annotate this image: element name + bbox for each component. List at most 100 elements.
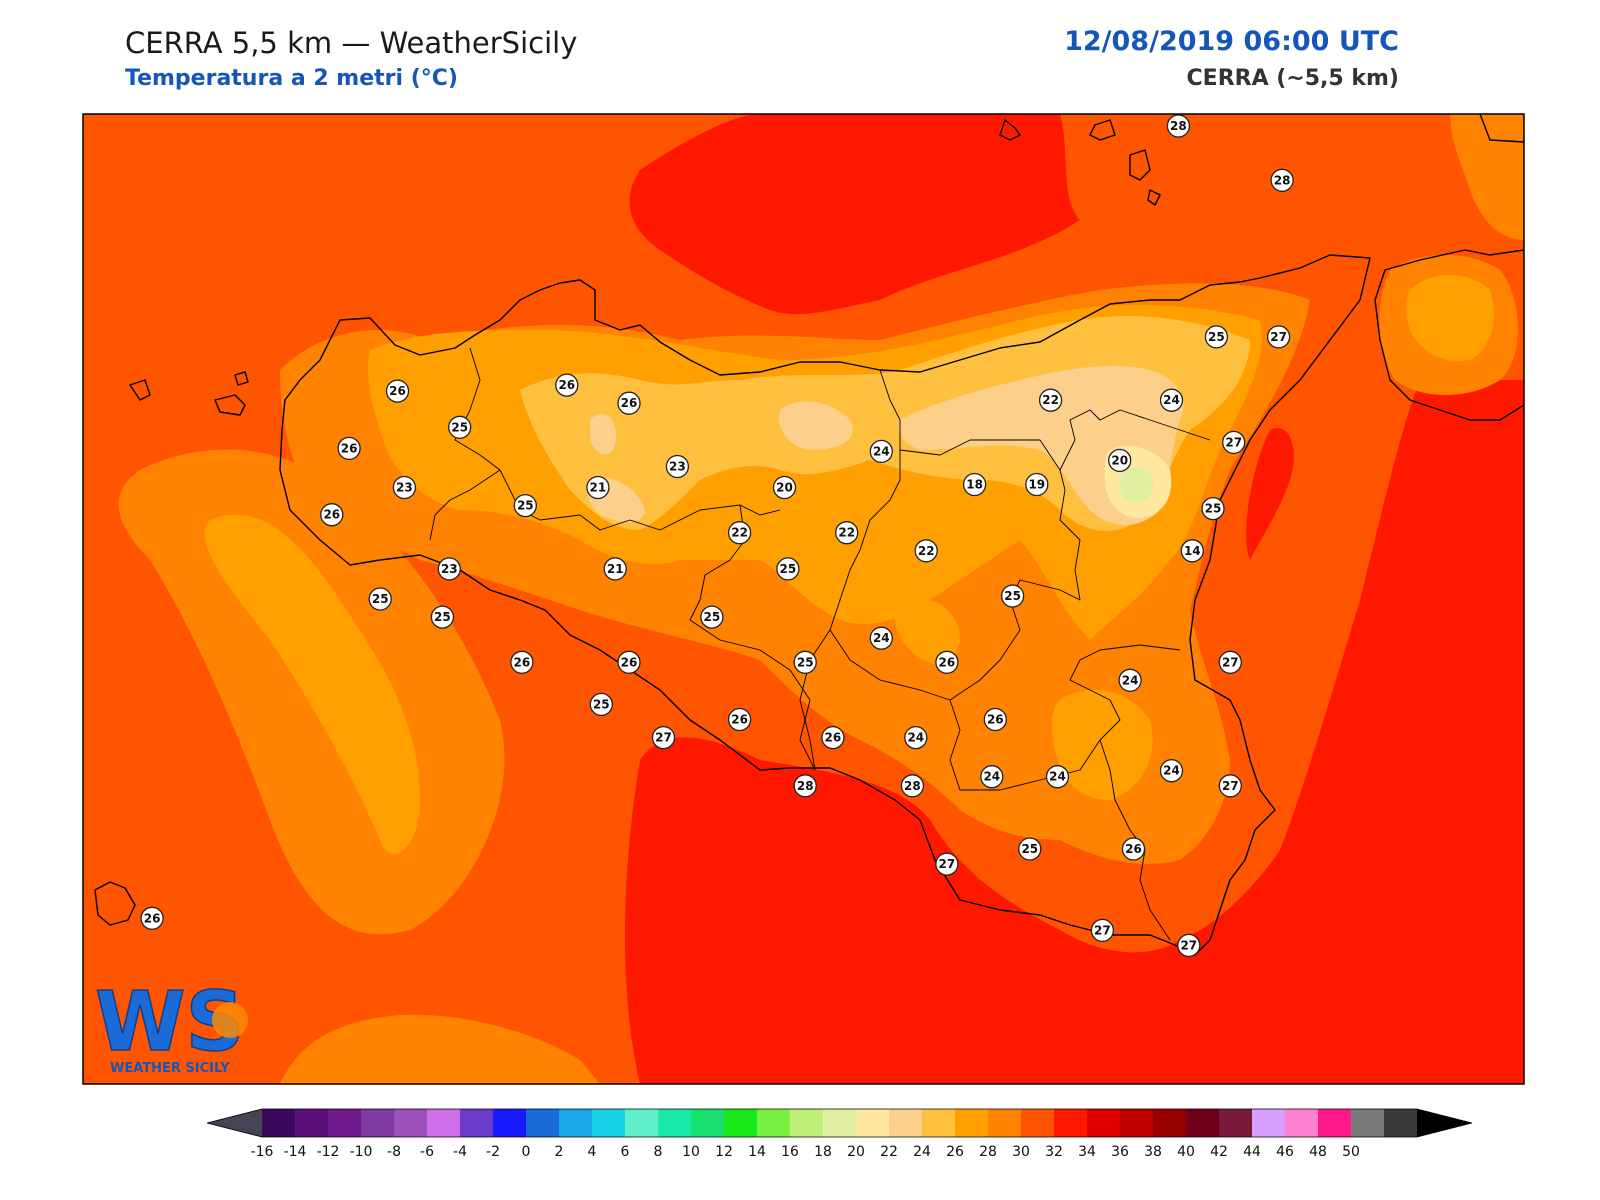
field-22-24-center [894, 597, 960, 664]
station-value: 19 [1028, 478, 1045, 492]
station-value: 24 [1163, 393, 1180, 407]
station-circle [140, 906, 164, 930]
station-value: 26 [987, 713, 1004, 727]
station-circle [589, 692, 613, 717]
station-value: 22 [1042, 393, 1059, 407]
station-marker: 22 [914, 539, 938, 563]
map-title: CERRA 5,5 km — WeatherSicily [125, 26, 578, 60]
station-circle [1270, 168, 1294, 192]
colorbar-tick-label: 32 [1045, 1144, 1063, 1160]
station-circle [1000, 584, 1025, 608]
province-border-ct-rg [949, 644, 1181, 791]
station-value: 22 [838, 526, 855, 540]
station-value: 24 [1163, 764, 1180, 778]
station-value: 25 [1205, 502, 1222, 516]
station-marker: 26 [337, 436, 361, 461]
station-marker: 28 [793, 774, 817, 798]
station-value: 24 [873, 631, 890, 645]
station-value: 26 [1125, 842, 1142, 856]
colorbar-box [955, 1109, 989, 1137]
field-22-24-ne-sea [1406, 275, 1494, 361]
field-14-16-etna [1119, 466, 1154, 503]
station-circle [1018, 837, 1042, 861]
station-marker: 27 [1218, 774, 1242, 798]
colorbar-tick-label: 48 [1309, 1144, 1327, 1160]
colorbar-box [757, 1109, 791, 1137]
colorbar-tick-label: 18 [814, 1144, 832, 1160]
logo-sun-icon [212, 1002, 248, 1038]
calabria-coastline [1374, 113, 1525, 421]
station-marker: 24 [869, 626, 893, 650]
field-24-26-ne-coast [1450, 114, 1524, 240]
station-marker: 25 [448, 415, 472, 439]
colorbar-tick-label: 28 [979, 1144, 997, 1160]
station-marker: 24 [1159, 759, 1184, 783]
station-circle [1177, 933, 1201, 958]
colorbar-box [1087, 1109, 1121, 1137]
station-value: 18 [966, 478, 983, 492]
field-22-24-west-sea [204, 514, 420, 855]
colorbar-tick-label: 2 [555, 1144, 564, 1160]
station-value: 27 [1094, 923, 1111, 937]
station-marker: 22 [1038, 388, 1063, 412]
station-circle [935, 852, 959, 876]
field-22-24-se [1051, 689, 1153, 800]
station-marker: 27 [1218, 650, 1242, 674]
station-value: 26 [621, 396, 638, 410]
station-marker: 25 [589, 692, 613, 717]
colorbar-tick-label: 38 [1144, 1144, 1162, 1160]
colorbar-tick-label: 34 [1078, 1144, 1096, 1160]
station-circle [392, 475, 417, 500]
province-border-pa-me [859, 369, 901, 551]
station-marker: 26 [385, 379, 410, 403]
station-circle [1159, 759, 1184, 783]
station-marker: 26 [617, 650, 641, 674]
station-marker: 27 [651, 725, 676, 750]
colorbar-tick-label: 24 [913, 1144, 931, 1160]
station-circle [555, 373, 579, 397]
colorbar-tick-label: -6 [420, 1144, 434, 1160]
station-value: 27 [1270, 330, 1287, 344]
station-value: 24 [1049, 770, 1066, 784]
station-marker: 18 [962, 472, 987, 497]
station-circle [983, 707, 1007, 732]
station-value: 24 [1122, 673, 1139, 687]
station-value: 27 [939, 857, 956, 871]
station-value: 25 [517, 499, 534, 513]
field-18-20-west [590, 414, 616, 455]
station-value: 25 [704, 610, 721, 624]
station-value: 25 [1208, 330, 1225, 344]
colorbar-box [922, 1109, 956, 1137]
station-circle [385, 379, 410, 403]
colorbar-box [1153, 1109, 1187, 1137]
station-marker: 25 [700, 605, 724, 629]
station-marker: 25 [1000, 584, 1025, 608]
station-circle [1222, 430, 1246, 455]
station-marker: 20 [1108, 448, 1132, 473]
weathersicily-logo: WS WEATHER SICILY [94, 974, 248, 1076]
colorbar-tick-label: 4 [588, 1144, 597, 1160]
station-circle [1218, 650, 1242, 674]
station-circle [1166, 114, 1191, 138]
colorbar-tick-label: 20 [847, 1144, 865, 1160]
colorbar-tick-label: -14 [284, 1144, 307, 1160]
station-circle [821, 725, 845, 750]
station-markers: 28 28 26 26 26 25 26 23 21 23 25 20 24 22 24 25 27 20 27 18… [140, 114, 1294, 958]
colorbar-box [625, 1109, 659, 1137]
colorbar-tick-label: -8 [387, 1144, 401, 1160]
colorbar-box [856, 1109, 890, 1137]
colorbar-tick-label: 30 [1012, 1144, 1030, 1160]
colorbar-tick-label: 42 [1210, 1144, 1228, 1160]
station-value: 26 [939, 655, 956, 669]
station-value: 25 [434, 610, 451, 624]
station-marker: 26 [510, 650, 534, 674]
station-circle [962, 472, 987, 497]
station-circle [1090, 918, 1115, 943]
colorbar-tick-label: 12 [715, 1144, 733, 1160]
field-28-30-south [625, 380, 1524, 1084]
station-marker: 27 [935, 852, 959, 876]
colorbar-box [1252, 1109, 1286, 1137]
station-value: 22 [918, 544, 935, 558]
colorbar-tick-label: -10 [350, 1144, 373, 1160]
province-border-me-ct [899, 409, 1211, 471]
